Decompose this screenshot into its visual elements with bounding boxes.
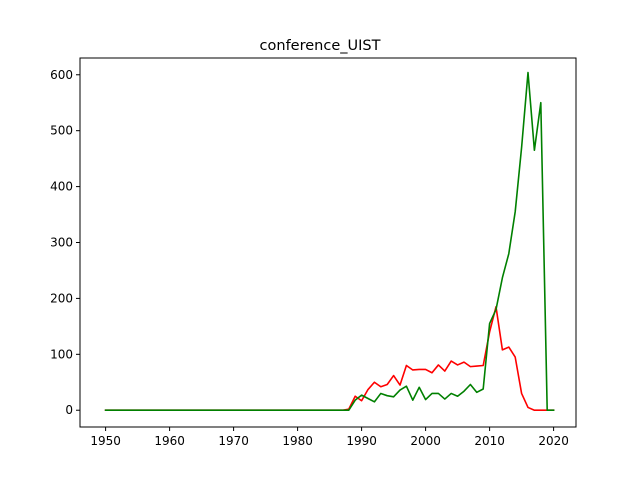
y-tick-label: 100 [50,347,73,361]
chart-title: conference_UIST [260,38,381,54]
x-tick-label: 1960 [154,434,185,448]
y-tick-label: 400 [50,180,73,194]
x-axis: 1950 1960 1970 1980 1990 2000 2010 2020 [90,427,569,448]
y-tick-label: 500 [50,124,73,138]
x-tick-label: 1990 [346,434,377,448]
y-axis: 0 100 200 300 400 500 600 [50,68,80,417]
plot-frame [79,57,577,428]
y-tick-label: 200 [50,291,73,305]
y-tick-label: 600 [50,68,73,82]
x-tick-label: 2000 [410,434,441,448]
y-tick-label: 300 [50,236,73,250]
y-tick-label: 0 [65,403,73,417]
series-line-green [104,71,555,412]
series-layer [104,71,555,412]
x-tick-label: 1980 [282,434,313,448]
x-tick-label: 2020 [538,434,569,448]
x-tick-label: 1950 [90,434,121,448]
x-tick-label: 1970 [218,434,249,448]
x-tick-label: 2010 [474,434,505,448]
